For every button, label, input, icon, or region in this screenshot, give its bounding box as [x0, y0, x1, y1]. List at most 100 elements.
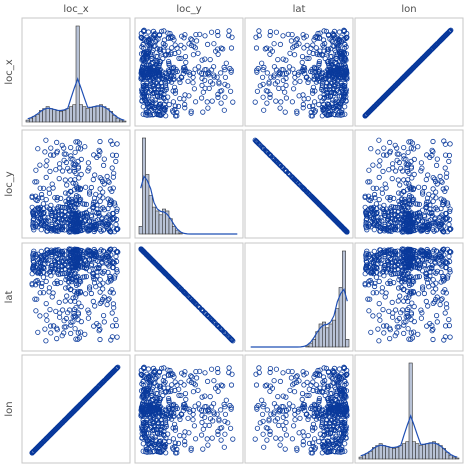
scatter-point	[341, 28, 348, 34]
scatter-point	[161, 91, 167, 98]
hist-bar	[155, 210, 160, 235]
scatter-point	[202, 56, 208, 62]
scatter-point	[288, 38, 294, 44]
scatter-point	[343, 34, 349, 41]
scatter-point	[342, 104, 348, 110]
scatter-point	[319, 52, 326, 58]
hist-bar	[65, 108, 70, 123]
scatter-point	[332, 75, 338, 81]
scatter-point	[341, 57, 348, 64]
scatter-point	[140, 28, 147, 34]
scatter-point	[169, 45, 175, 51]
scatter-point	[174, 113, 180, 119]
scatter-point	[335, 46, 341, 52]
hist-bar	[42, 108, 47, 123]
scatter-point	[301, 96, 307, 102]
scatter-point	[207, 56, 213, 63]
scatter-point	[142, 83, 148, 89]
scatter-point	[210, 81, 216, 87]
panel-loc_x-vs-lat	[244, 17, 354, 127]
scatter-point	[205, 105, 211, 111]
scatter-point	[321, 28, 327, 34]
scatter-point	[169, 69, 175, 75]
scatter-point	[142, 92, 148, 98]
scatter-point	[182, 53, 189, 60]
scatter-point	[165, 52, 172, 58]
scatter-point	[264, 70, 270, 76]
scatter-point	[178, 55, 184, 62]
panel-loc_x-vs-lon	[354, 17, 464, 127]
scatter-point	[306, 55, 312, 62]
scatter-point	[163, 81, 169, 87]
scatter-point	[139, 64, 145, 71]
scatter-point	[313, 45, 319, 51]
scatter-point	[319, 77, 325, 83]
scatter-point	[202, 33, 208, 39]
scatter-point	[230, 99, 236, 105]
scatter-point	[163, 83, 169, 89]
scatter-point	[326, 87, 332, 93]
scatter-point	[148, 104, 154, 110]
scatter-point	[162, 74, 168, 80]
scatter-point	[166, 58, 172, 65]
scatter-point	[268, 74, 274, 80]
scatter-point	[312, 69, 319, 75]
scatter-point	[337, 53, 344, 60]
scatter-point	[218, 100, 224, 106]
scatter-point	[334, 80, 340, 87]
scatter-point	[139, 34, 145, 41]
scatter-point	[267, 28, 273, 35]
scatter-point	[228, 69, 234, 75]
scatter-point	[334, 104, 340, 110]
scatter-point	[312, 108, 319, 114]
hist-bar	[75, 25, 80, 123]
scatter-point	[159, 28, 165, 34]
scatter-point	[273, 29, 279, 35]
scatter-point	[332, 99, 338, 105]
scatter-point	[308, 113, 314, 119]
scatter-point	[209, 29, 215, 35]
scatter-point	[158, 112, 164, 118]
scatter-point	[289, 45, 296, 51]
scatter-point	[297, 78, 303, 84]
scatter-point	[156, 112, 162, 118]
scatter-point	[333, 96, 339, 102]
scatter-point	[331, 71, 337, 77]
scatter-point	[301, 45, 307, 51]
hist-bar	[99, 104, 103, 123]
scatter-point	[180, 67, 186, 73]
scatter-point	[206, 72, 212, 78]
hist-bar	[312, 339, 316, 348]
hist-bar	[119, 119, 123, 123]
scatter-point	[152, 31, 158, 37]
scatter-point	[145, 68, 151, 74]
scatter-point	[310, 103, 316, 109]
scatter-point	[182, 105, 188, 111]
scatter-point	[195, 50, 201, 56]
scatter-point	[313, 79, 319, 85]
scatter-point	[204, 99, 210, 105]
scatter-point	[255, 65, 261, 72]
scatter-point	[197, 31, 203, 37]
scatter-point	[303, 75, 309, 81]
scatter-point	[156, 87, 162, 93]
scatter-point	[340, 92, 346, 98]
scatter-point	[199, 75, 205, 82]
scatter-point	[339, 107, 345, 113]
scatter-point	[215, 32, 221, 39]
hist-bar	[172, 226, 176, 235]
scatter-point	[199, 95, 205, 101]
scatter-point	[340, 83, 346, 89]
scatter-point	[320, 74, 326, 80]
scatter-point	[316, 52, 323, 58]
scatter-point	[138, 51, 145, 57]
scatter-point	[228, 45, 235, 51]
scatter-point	[276, 72, 282, 78]
scatter-point	[203, 67, 209, 73]
scatter-point	[216, 81, 222, 87]
scatter-point	[172, 88, 179, 94]
scatter-point	[150, 72, 156, 78]
scatter-point	[226, 32, 232, 39]
hist-bar	[335, 308, 340, 348]
scatter-point	[181, 45, 187, 51]
